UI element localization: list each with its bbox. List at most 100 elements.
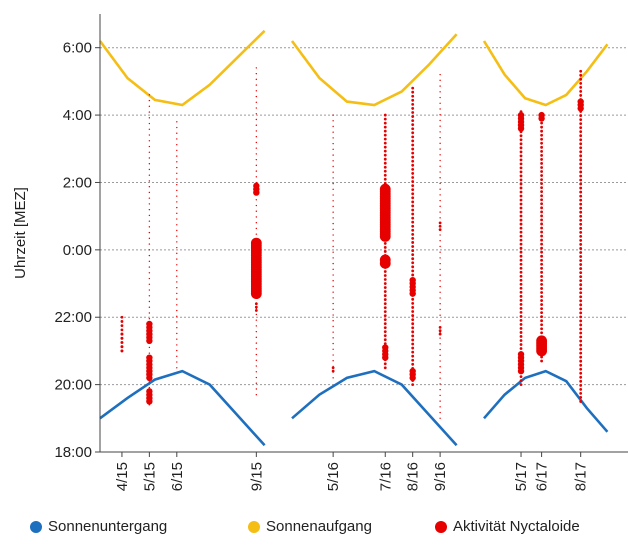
activity-point [331, 366, 335, 370]
activity-point [176, 338, 178, 340]
activity-point [176, 189, 178, 192]
activity-point [120, 341, 124, 344]
activity-point [540, 266, 543, 270]
activity-point [439, 194, 441, 196]
activity-point [411, 273, 415, 277]
activity-point [439, 268, 441, 271]
activity-point [540, 149, 543, 153]
activity-point [439, 73, 441, 76]
activity-point [540, 162, 543, 165]
activity-point [540, 153, 543, 157]
activity-point [148, 105, 151, 108]
activity-point [383, 338, 387, 342]
activity-point [176, 275, 178, 277]
x-tick-label: 6/15 [169, 462, 186, 491]
activity-point [332, 360, 334, 362]
activity-point [579, 251, 583, 254]
activity-point [579, 351, 583, 355]
activity-point [148, 117, 151, 119]
activity-point [332, 240, 334, 242]
activity-point [383, 274, 387, 277]
activity-point [579, 331, 583, 335]
activity-point [148, 243, 151, 245]
activity-point [439, 417, 441, 420]
activity-point [439, 343, 441, 345]
activity-point [255, 382, 258, 384]
activity-point [332, 205, 334, 208]
activity-point [411, 94, 415, 98]
activity-point [383, 117, 387, 121]
activity-point [439, 394, 441, 397]
activity-point [579, 315, 583, 319]
activity-point [579, 81, 583, 85]
activity-point [411, 159, 415, 163]
activity-point [176, 269, 178, 272]
activity-point [540, 299, 543, 302]
activity-point [255, 371, 258, 373]
activity-point [176, 321, 178, 323]
activity-point [519, 162, 523, 166]
activity-point [383, 330, 387, 334]
activity-point [579, 114, 583, 117]
activity-point [254, 302, 258, 306]
activity-point [579, 363, 583, 367]
activity-point [411, 253, 415, 257]
activity-point [536, 335, 547, 347]
activity-point [579, 130, 583, 134]
activity-point [332, 194, 334, 196]
activity-point [411, 212, 415, 216]
panel-1 [290, 33, 458, 447]
activity-point [383, 326, 387, 330]
legend-marker-activity [435, 520, 447, 533]
activity-point [540, 182, 543, 186]
activity-point [383, 290, 387, 293]
activity-point [148, 346, 151, 349]
activity-point [540, 198, 543, 202]
activity-point [519, 238, 523, 242]
activity-point [579, 287, 583, 291]
activity-point [540, 121, 543, 125]
activity-point [579, 392, 583, 395]
activity-point [255, 376, 258, 379]
activity-point [540, 218, 543, 222]
activity-point [579, 77, 583, 81]
activity-point [255, 388, 258, 390]
activity-point [254, 309, 258, 312]
activity-point [255, 118, 258, 121]
activity-point [255, 313, 258, 316]
sunrise-line [290, 33, 458, 107]
x-tick-label: 4/15 [114, 462, 131, 491]
activity-point [411, 172, 415, 175]
activity-point [579, 138, 583, 142]
activity-point [519, 242, 523, 246]
activity-point [540, 174, 543, 177]
activity-point [411, 98, 415, 102]
activity-point [332, 291, 334, 293]
activity-point [176, 155, 178, 157]
activity-point [411, 354, 415, 358]
activity-point [519, 182, 523, 186]
activity-point [439, 251, 441, 253]
activity-point [411, 196, 415, 200]
activity-point [579, 379, 583, 383]
activity-point [519, 178, 523, 182]
activity-point [439, 297, 441, 299]
activity-point [148, 352, 151, 354]
activity-point [332, 234, 334, 236]
activity-point [540, 311, 543, 315]
activity-point [148, 128, 151, 131]
activity-point [540, 307, 543, 311]
activity-point [579, 259, 583, 262]
activity-point [519, 274, 523, 278]
activity-point [176, 121, 178, 123]
activity-point [579, 146, 583, 150]
activity-point [382, 344, 389, 351]
activity-point [579, 299, 583, 303]
activity-point [176, 355, 178, 358]
activity-point [148, 260, 151, 263]
activity-point [383, 177, 387, 181]
activity-point [332, 177, 334, 179]
activity-point [579, 271, 583, 275]
activity-point [255, 101, 258, 104]
activity-point [255, 136, 258, 138]
